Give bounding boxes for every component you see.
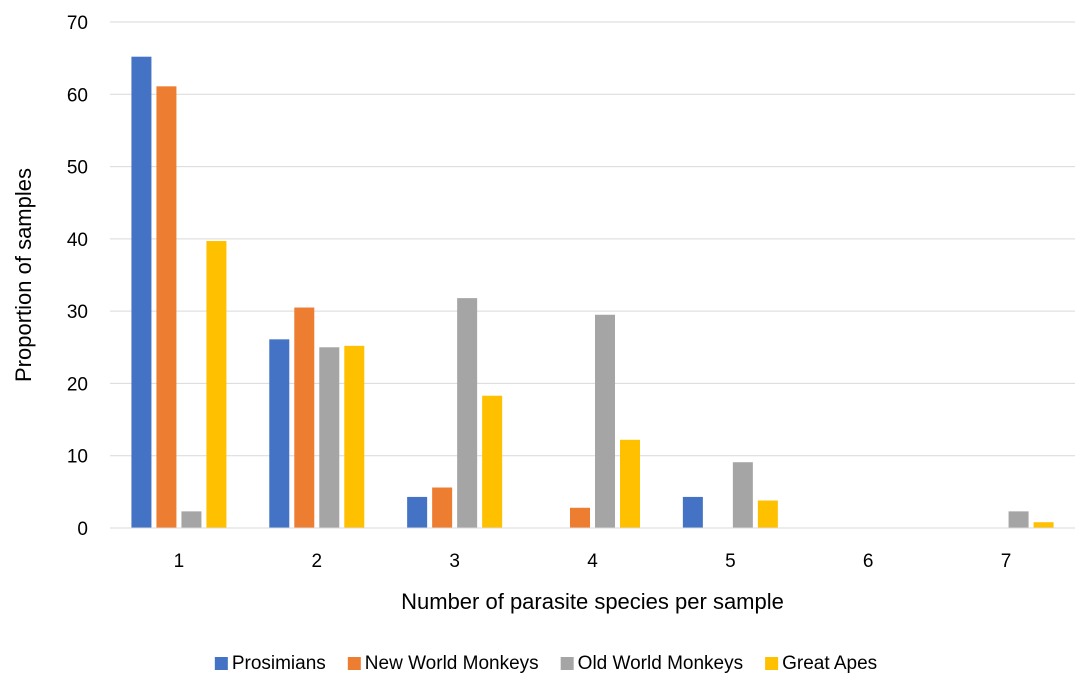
bar — [1008, 511, 1029, 528]
bar — [620, 439, 640, 528]
bar — [131, 56, 152, 528]
y-tick-label: 70 — [67, 13, 88, 34]
x-tick-label: 7 — [1001, 551, 1012, 572]
x-tick-label: 2 — [311, 551, 322, 572]
bar — [682, 496, 703, 528]
y-tick-label: 20 — [67, 374, 88, 395]
bar — [595, 314, 615, 528]
legend-label: Old World Monkeys — [578, 653, 743, 674]
x-tick-label: 4 — [587, 551, 598, 572]
bar — [570, 507, 590, 528]
legend-swatch — [214, 657, 228, 670]
y-axis-tick-labels: 0 10 20 30 40 50 60 70 — [67, 13, 88, 540]
x-tick-label: 1 — [174, 551, 185, 572]
bar — [206, 241, 227, 529]
legend-swatch — [560, 657, 574, 670]
bar — [457, 298, 478, 528]
legend-label: Prosimians — [232, 653, 326, 674]
bar — [407, 496, 428, 528]
bar — [294, 307, 315, 528]
bar — [1033, 522, 1054, 528]
legend: Prosimians New World Monkeys Old World Mon… — [214, 653, 877, 674]
legend-swatch — [347, 657, 361, 670]
bar — [757, 500, 778, 528]
gridlines — [110, 21, 1075, 457]
bar — [482, 395, 503, 528]
bar — [432, 487, 453, 528]
bar — [344, 345, 365, 528]
x-tick-label: 5 — [725, 551, 736, 572]
x-tick-label: 3 — [449, 551, 460, 572]
bar — [269, 339, 290, 528]
y-axis-title: Proportion of samples — [11, 168, 36, 382]
y-tick-label: 40 — [67, 230, 88, 251]
bar — [156, 86, 177, 528]
bar — [732, 462, 753, 528]
legend-label: Great Apes — [782, 653, 877, 674]
x-tick-label: 6 — [863, 551, 874, 572]
x-axis-title: Number of parasite species per sample — [401, 589, 784, 614]
legend-label: New World Monkeys — [365, 653, 539, 674]
bar — [181, 511, 202, 528]
y-tick-label: 50 — [67, 158, 88, 179]
bar — [319, 347, 340, 528]
y-tick-label: 0 — [77, 519, 88, 540]
legend-swatch — [765, 657, 779, 670]
y-tick-label: 60 — [67, 85, 88, 106]
y-tick-label: 10 — [67, 447, 88, 468]
x-axis-tick-labels: 1 2 3 4 5 6 7 — [174, 551, 1012, 572]
y-tick-label: 30 — [67, 302, 88, 323]
bars — [131, 56, 1054, 529]
